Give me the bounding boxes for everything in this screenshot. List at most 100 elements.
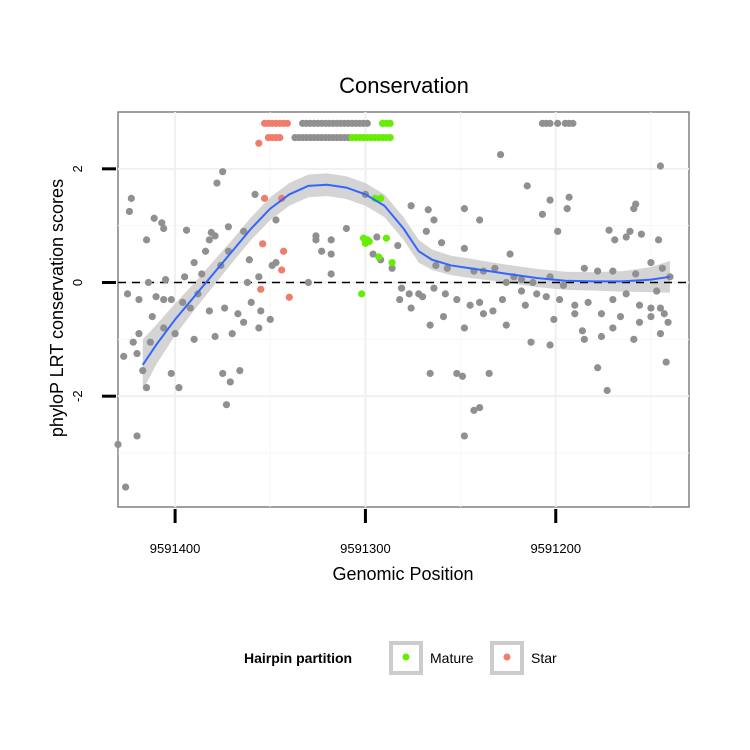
point-other <box>373 233 381 241</box>
point-other <box>255 324 263 332</box>
point-other <box>430 284 438 292</box>
point-other <box>460 324 469 332</box>
point-other <box>458 372 467 380</box>
point-other <box>546 196 554 204</box>
point-mature <box>361 239 370 247</box>
point-other <box>407 202 415 210</box>
point-other <box>656 330 665 338</box>
point-other <box>179 298 187 306</box>
point-other <box>656 304 665 312</box>
point-other <box>181 273 189 281</box>
point-other <box>496 151 505 159</box>
point-other <box>550 315 558 324</box>
point-star <box>255 139 263 147</box>
point-other <box>135 295 143 304</box>
point-other <box>647 313 655 321</box>
point-other <box>554 119 562 127</box>
smooth-curve <box>141 183 671 366</box>
point-other <box>603 386 611 395</box>
point-other <box>327 236 335 244</box>
point-other <box>342 224 350 233</box>
point-mature <box>388 259 396 267</box>
y-tick-label: 2 <box>70 165 85 172</box>
legend-dot-star <box>503 653 511 661</box>
legend: Hairpin partition Mature Star <box>244 641 557 675</box>
y-tick-label: 0 <box>70 279 85 286</box>
point-other <box>397 284 406 292</box>
point-other <box>569 119 577 127</box>
point-other <box>266 315 274 324</box>
point-other <box>167 369 175 378</box>
point-other <box>439 313 448 321</box>
point-other <box>460 432 469 440</box>
point-other <box>123 290 132 298</box>
legend-label-mature: Mature <box>430 650 474 666</box>
point-other <box>243 278 252 287</box>
point-other <box>635 301 644 309</box>
point-other <box>160 295 168 304</box>
point-other <box>630 335 638 343</box>
point-other <box>476 216 484 224</box>
point-other <box>527 338 535 346</box>
point-other <box>139 366 147 375</box>
point-other <box>148 313 156 321</box>
point-other <box>255 273 263 281</box>
point-other <box>647 304 655 312</box>
point-other <box>240 318 248 326</box>
point-other <box>430 216 438 224</box>
point-other <box>272 216 280 224</box>
point-other <box>426 321 434 329</box>
point-other <box>616 313 625 321</box>
point-other <box>580 335 588 343</box>
point-other <box>523 182 531 190</box>
point-other <box>594 267 602 275</box>
point-other <box>521 301 529 309</box>
point-other <box>485 369 493 378</box>
point-other <box>517 287 526 295</box>
x-tick-label: 9591400 <box>150 541 201 556</box>
point-other <box>609 295 617 304</box>
point-other <box>125 207 134 216</box>
point-other <box>127 194 135 202</box>
point-other <box>407 304 415 312</box>
smooth-fit-line <box>141 183 671 366</box>
point-mature <box>377 194 385 202</box>
point-other <box>186 304 194 312</box>
point-other <box>479 310 488 318</box>
point-other <box>635 318 644 326</box>
point-other <box>502 321 510 329</box>
point-other <box>571 310 579 318</box>
point-other <box>647 259 655 267</box>
point-other <box>122 483 130 491</box>
legend-title: Hairpin partition <box>244 650 352 666</box>
point-other <box>578 327 587 335</box>
point-other <box>580 264 588 272</box>
point-star <box>260 194 269 202</box>
y-tick-label: -2 <box>70 390 85 402</box>
point-other <box>441 290 449 298</box>
point-other <box>167 295 175 304</box>
chart-title: Conservation <box>339 73 469 98</box>
point-other <box>546 341 554 349</box>
point-other <box>129 338 137 346</box>
point-other <box>245 256 253 264</box>
point-mature <box>375 253 383 261</box>
point-mature <box>386 133 394 142</box>
point-other <box>312 236 320 244</box>
point-star <box>257 285 265 293</box>
legend-dot-mature <box>402 653 410 661</box>
point-other <box>327 250 335 258</box>
point-other <box>198 270 206 278</box>
point-other <box>201 247 210 255</box>
point-other <box>120 352 128 360</box>
point-other <box>160 224 168 233</box>
point-other <box>142 236 151 244</box>
point-other <box>133 432 141 440</box>
point-other <box>632 270 640 278</box>
point-other <box>453 369 461 378</box>
point-other <box>529 278 537 287</box>
point-other <box>236 366 244 375</box>
point-other <box>234 310 242 318</box>
point-other <box>146 338 154 346</box>
point-other <box>363 119 371 127</box>
